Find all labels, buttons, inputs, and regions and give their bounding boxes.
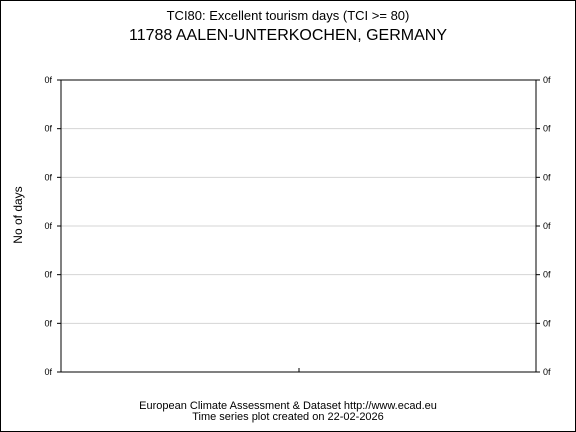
y-tick-label: 0f <box>543 172 551 182</box>
chart-subtitle: 11788 AALEN-UNTERKOCHEN, GERMANY <box>128 27 447 44</box>
y-tick-label: 0f <box>543 75 551 85</box>
y-tick-labels-right: 0f 0f 0f 0f 0f 0f 0f <box>543 75 551 377</box>
gridlines <box>61 128 536 324</box>
y-tick-label: 0f <box>44 75 52 85</box>
axis-ticks <box>57 79 540 373</box>
y-tick-label: 0f <box>543 270 551 280</box>
y-tick-label: 0f <box>543 124 551 134</box>
y-tick-labels-left: 0f 0f 0f 0f 0f 0f 0f <box>44 75 52 377</box>
y-tick-label: 0f <box>543 318 551 328</box>
y-tick-label: 0f <box>543 221 551 231</box>
y-tick-label: 0f <box>543 367 551 377</box>
footer-source: European Climate Assessment & Dataset ht… <box>139 400 437 412</box>
y-tick-label: 0f <box>44 367 52 377</box>
y-tick-label: 0f <box>44 124 52 134</box>
y-tick-label: 0f <box>44 221 52 231</box>
chart-title: TCI80: Excellent tourism days (TCI >= 80… <box>166 8 410 23</box>
footer-created: Time series plot created on 22-02-2026 <box>192 411 384 423</box>
y-tick-label: 0f <box>44 270 52 280</box>
y-tick-label: 0f <box>44 318 52 328</box>
y-tick-label: 0f <box>44 172 52 182</box>
